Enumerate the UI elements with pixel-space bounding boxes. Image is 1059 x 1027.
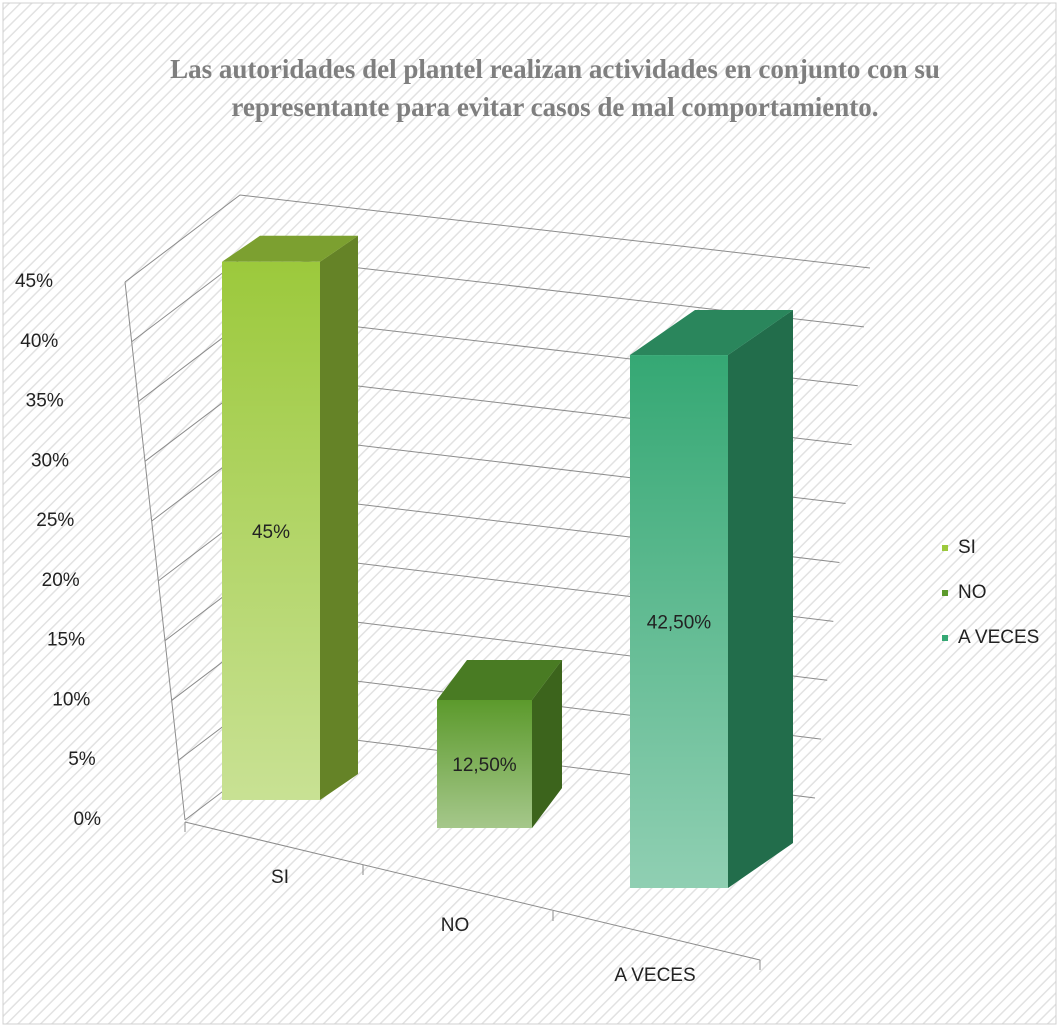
y-tick-label: 35% bbox=[26, 391, 64, 412]
x-tick-label: A VECES bbox=[614, 965, 695, 986]
x-axis bbox=[184, 821, 761, 961]
bar-top bbox=[437, 660, 562, 700]
bar-side bbox=[532, 660, 562, 828]
y-tick-label: 5% bbox=[68, 749, 96, 770]
data-label: 42,50% bbox=[647, 613, 712, 634]
legend-label: SI bbox=[958, 537, 976, 558]
data-label: 45% bbox=[252, 522, 290, 543]
x-tick-label: SI bbox=[271, 867, 289, 888]
grid-line bbox=[124, 194, 871, 283]
y-tick-label: 30% bbox=[31, 450, 69, 471]
chart-title: Las autoridades del plantel realizan act… bbox=[170, 54, 940, 122]
data-label: 12,50% bbox=[452, 755, 517, 776]
bar-side bbox=[728, 310, 793, 888]
y-tick-label: 40% bbox=[20, 331, 58, 352]
legend-label: A VECES bbox=[958, 627, 1039, 648]
y-tick-label: 0% bbox=[74, 809, 102, 830]
y-tick-label: 10% bbox=[52, 689, 90, 710]
y-tick-label: 25% bbox=[36, 510, 74, 531]
bar-top-shade bbox=[630, 310, 793, 356]
bar-top-shade bbox=[437, 660, 562, 700]
legend-label: NO bbox=[958, 582, 987, 603]
bar-highlight bbox=[222, 261, 320, 800]
bar-top bbox=[222, 235, 358, 262]
y-tick-label: 15% bbox=[47, 630, 85, 651]
x-tick-label: NO bbox=[441, 915, 470, 936]
bar-side-shade bbox=[532, 660, 562, 828]
bar-side-shade bbox=[320, 235, 358, 801]
bar-side bbox=[320, 235, 358, 801]
bar-side-shade bbox=[728, 310, 793, 888]
y-tick-label: 45% bbox=[15, 271, 53, 292]
y-axis bbox=[124, 281, 186, 821]
legend-marker bbox=[942, 590, 948, 596]
legend-marker bbox=[942, 545, 948, 551]
bar-highlight bbox=[630, 355, 728, 888]
bar-top-shade bbox=[222, 235, 358, 262]
y-tick-label: 20% bbox=[42, 570, 80, 591]
bar-top bbox=[630, 310, 793, 356]
bar-highlight bbox=[437, 700, 532, 828]
legend-marker bbox=[942, 635, 948, 641]
